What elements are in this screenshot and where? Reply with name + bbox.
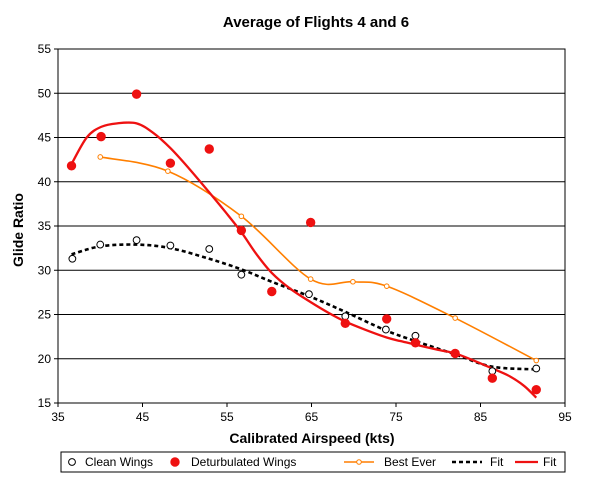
data-point-deturbulated-wings bbox=[236, 225, 247, 236]
y-tick-label: 25 bbox=[38, 308, 52, 322]
legend-item-best-ever-2: Best Ever bbox=[344, 455, 436, 469]
data-point-best-ever bbox=[97, 154, 104, 160]
data-point-clean-wings bbox=[237, 270, 246, 279]
x-tick-label: 45 bbox=[136, 410, 150, 424]
series-deturbulated-wings-1 bbox=[66, 89, 541, 395]
y-tick-label: 50 bbox=[38, 86, 52, 100]
data-point-clean-wings bbox=[305, 290, 313, 299]
data-point-clean-wings bbox=[532, 364, 541, 373]
y-tick-label: 35 bbox=[38, 219, 52, 233]
data-point-deturbulated-wings bbox=[410, 338, 421, 348]
legend-item-fit-4: Fit bbox=[515, 455, 557, 469]
data-point-deturbulated-wings bbox=[382, 314, 392, 324]
data-point-best-ever bbox=[350, 278, 356, 285]
legend-label: Fit bbox=[490, 455, 504, 469]
data-point-clean-wings bbox=[381, 325, 390, 334]
data-point-best-ever bbox=[307, 276, 314, 282]
data-point-clean-wings bbox=[96, 240, 105, 249]
x-tick-label: 95 bbox=[558, 410, 572, 424]
chart-title: Average of Flights 4 and 6 bbox=[223, 14, 409, 31]
data-point-deturbulated-wings bbox=[531, 385, 541, 395]
y-tick-label: 40 bbox=[38, 175, 52, 189]
data-point-deturbulated-wings bbox=[204, 144, 214, 154]
data-point-clean-wings bbox=[166, 241, 175, 250]
x-tick-label: 75 bbox=[389, 410, 403, 424]
y-tick-label: 20 bbox=[38, 352, 52, 366]
legend-label: Deturbulated Wings bbox=[191, 455, 296, 469]
y-tick-label: 55 bbox=[38, 42, 52, 56]
fit-curve-deturbulated bbox=[70, 121, 538, 399]
legend-marker bbox=[68, 458, 76, 466]
legend-marker bbox=[356, 459, 362, 465]
legend-item-deturbulated-wings-1: Deturbulated Wings bbox=[170, 455, 296, 469]
x-tick-label: 65 bbox=[305, 410, 319, 424]
y-tick-label: 15 bbox=[38, 396, 52, 410]
legend-label: Fit bbox=[543, 455, 557, 469]
x-tick-label: 85 bbox=[474, 410, 488, 424]
legend-label: Best Ever bbox=[384, 455, 436, 469]
data-point-best-ever bbox=[383, 283, 390, 289]
data-point-best-ever bbox=[452, 315, 458, 321]
series-layer bbox=[66, 89, 541, 399]
x-tick-label: 35 bbox=[51, 410, 65, 424]
data-point-clean-wings bbox=[341, 312, 350, 321]
data-point-deturbulated-wings bbox=[267, 286, 277, 297]
data-point-best-ever bbox=[165, 168, 171, 174]
legend: Clean Wings Deturbulated Wings Best Ever Fi… bbox=[60, 451, 566, 473]
data-point-clean-wings bbox=[411, 331, 420, 340]
y-axis-title: Glide Ratio bbox=[10, 193, 26, 267]
y-tick-label: 30 bbox=[38, 263, 52, 277]
fit-curve-clean bbox=[71, 243, 537, 371]
data-point-clean-wings bbox=[132, 236, 141, 245]
legend-box bbox=[60, 451, 566, 473]
x-axis-title: Calibrated Airspeed (kts) bbox=[229, 430, 394, 446]
data-point-deturbulated-wings bbox=[450, 348, 460, 359]
series-clean-wings-0 bbox=[68, 236, 541, 376]
series-fit-3 bbox=[71, 243, 537, 371]
data-point-deturbulated-wings bbox=[487, 373, 498, 383]
series-fit-4 bbox=[70, 121, 538, 399]
y-tick-label: 45 bbox=[38, 131, 52, 145]
data-point-deturbulated-wings bbox=[131, 89, 142, 99]
data-point-clean-wings bbox=[68, 254, 77, 263]
data-point-deturbulated-wings bbox=[165, 158, 176, 168]
data-point-clean-wings bbox=[205, 245, 214, 253]
legend-label: Clean Wings bbox=[85, 455, 153, 469]
data-point-best-ever bbox=[533, 357, 540, 364]
legend-item-fit-3: Fit bbox=[452, 455, 504, 469]
data-point-best-ever bbox=[238, 213, 245, 220]
legend-item-clean-wings-0: Clean Wings bbox=[68, 455, 153, 469]
series-best-ever-2 bbox=[97, 154, 540, 364]
data-point-deturbulated-wings bbox=[340, 318, 350, 329]
data-point-deturbulated-wings bbox=[96, 131, 106, 142]
series-line-best-ever bbox=[100, 156, 537, 362]
x-tick-label: 55 bbox=[220, 410, 234, 424]
data-point-deturbulated-wings bbox=[66, 161, 77, 171]
legend-marker bbox=[170, 457, 180, 467]
data-point-deturbulated-wings bbox=[305, 217, 316, 228]
axis-ticks: 15 20 25 30 35 40 45 50 55 35 45 55 65 75 85 95 bbox=[38, 42, 572, 424]
